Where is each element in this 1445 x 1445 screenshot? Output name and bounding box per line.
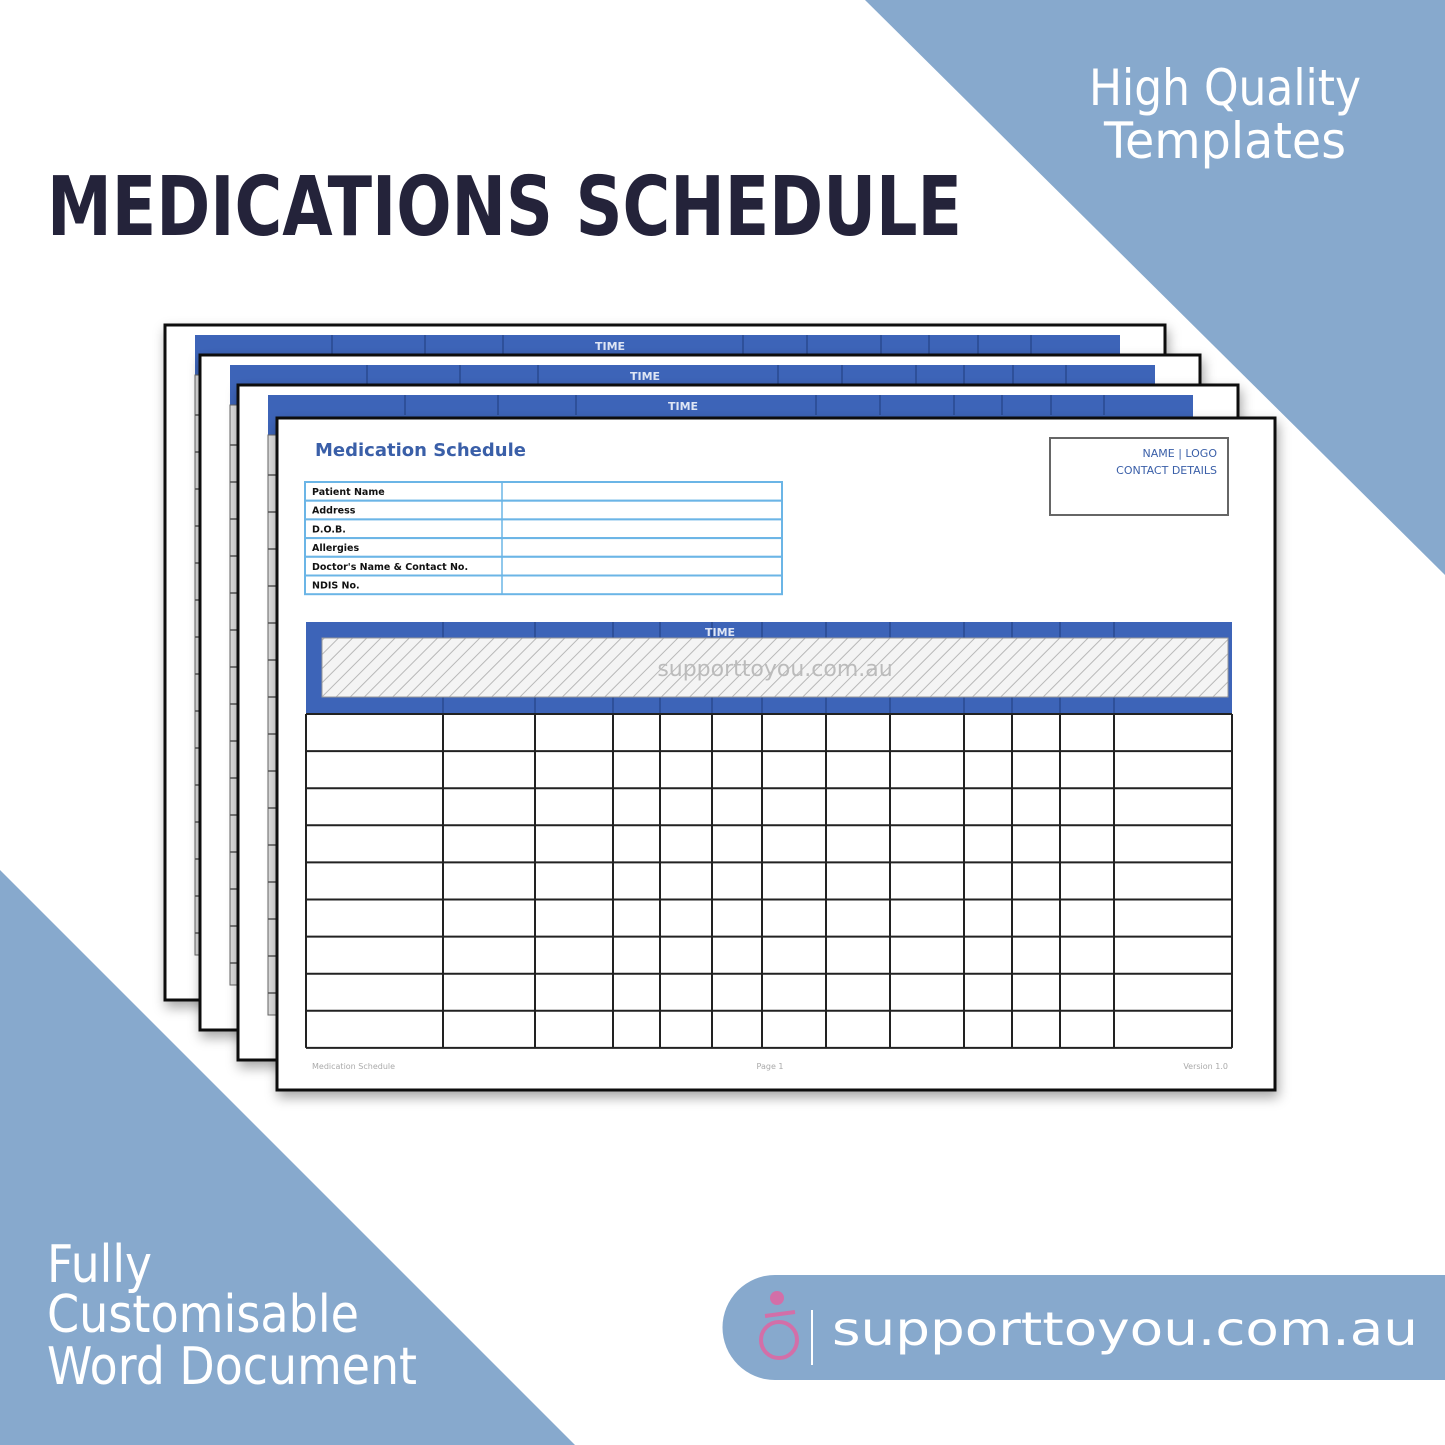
document-title: Medication Schedule bbox=[315, 440, 526, 461]
website-text[interactable]: supporttoyou.com.au bbox=[832, 1302, 1418, 1356]
website-pill bbox=[722, 1275, 1445, 1380]
field-label: D.O.B. bbox=[312, 524, 346, 535]
field-label: Allergies bbox=[312, 543, 359, 554]
field-row bbox=[304, 499, 783, 521]
feature-text: Customisable bbox=[47, 1285, 359, 1345]
field-label: Address bbox=[312, 506, 356, 517]
corner-triangle bbox=[0, 870, 575, 1445]
logo-icon bbox=[759, 1291, 813, 1365]
field-label: Doctor's Name & Contact No. bbox=[312, 562, 468, 573]
field-row bbox=[304, 537, 783, 558]
field-row bbox=[304, 574, 783, 596]
badge-text: Templates bbox=[1103, 112, 1346, 170]
field-label: Patient Name bbox=[312, 487, 385, 498]
badge-text: High Quality bbox=[1089, 59, 1361, 117]
table-header-text: TIME bbox=[668, 400, 698, 413]
logo-text: NAME | LOGO bbox=[1143, 447, 1218, 460]
page-footer: Version 1.0 bbox=[1183, 1062, 1228, 1071]
feature-text: Fully bbox=[47, 1235, 152, 1295]
page-footer: Page 1 bbox=[757, 1062, 784, 1071]
main-title: MEDICATIONS SCHEDULE bbox=[47, 160, 962, 255]
watermark-text: supporttoyou.com.au bbox=[657, 657, 892, 682]
feature-text: Word Document bbox=[47, 1337, 417, 1397]
logo-box bbox=[1049, 437, 1229, 516]
field-label: NDIS No. bbox=[312, 581, 360, 592]
corner-triangle bbox=[865, 0, 1445, 575]
field-row bbox=[304, 518, 783, 540]
page-footer: Medication Schedule bbox=[312, 1062, 395, 1071]
table-header-text: TIME bbox=[705, 626, 735, 639]
table-header-text: TIME bbox=[630, 370, 660, 383]
watermark-box bbox=[321, 637, 1229, 698]
table-header-text: TIME bbox=[595, 340, 625, 353]
document-stack: TIME TIME TIME Medication Schedule NAME | LO… bbox=[163, 323, 1277, 1092]
logo-text: CONTACT DETAILS bbox=[1116, 464, 1217, 477]
